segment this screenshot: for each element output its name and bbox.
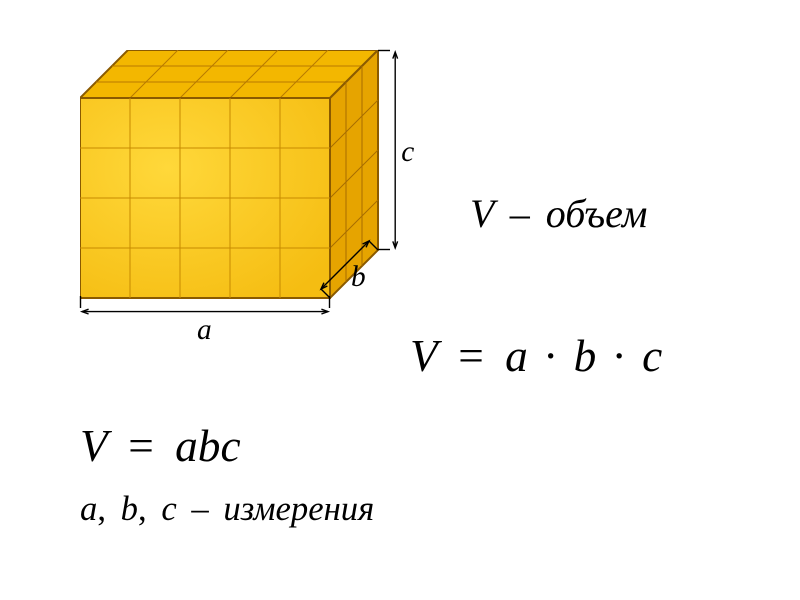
dash: –	[504, 191, 536, 236]
dimension-c-label: c	[401, 136, 414, 169]
equals: =	[448, 331, 494, 381]
word-dimensions: измерения	[223, 490, 374, 528]
dimension-c: c	[384, 50, 420, 255]
symbol-a: a	[80, 490, 97, 528]
formula-product: V = a · b · c	[410, 330, 662, 382]
symbols-abc: abc	[175, 421, 240, 471]
comma2: ,	[138, 490, 147, 528]
dot1: ·	[539, 331, 562, 381]
dot2: ·	[608, 331, 631, 381]
symbol-c: c	[155, 490, 176, 528]
symbol-V: V	[80, 421, 107, 471]
formula-volume-label: V – объем	[470, 190, 647, 237]
dash: –	[185, 490, 214, 528]
equals: =	[118, 421, 164, 471]
symbol-a: a	[505, 331, 528, 381]
symbol-b: b	[115, 490, 138, 528]
word-volume: объем	[546, 191, 648, 236]
formula-dimensions-label: a, b, c – измерения	[80, 490, 374, 529]
symbol-b: b	[574, 331, 597, 381]
dimension-a: a	[80, 302, 330, 337]
dimension-b-label: b	[351, 261, 366, 294]
symbol-V: V	[470, 191, 494, 236]
symbol-V: V	[410, 331, 437, 381]
formula-abc: V = abc	[80, 420, 241, 472]
dimension-a-label: a	[197, 314, 212, 347]
symbol-c: c	[642, 331, 662, 381]
comma1: ,	[97, 490, 106, 528]
diagram-stage: a b c V – объем V = a · b · c V = abc a,…	[0, 0, 800, 600]
